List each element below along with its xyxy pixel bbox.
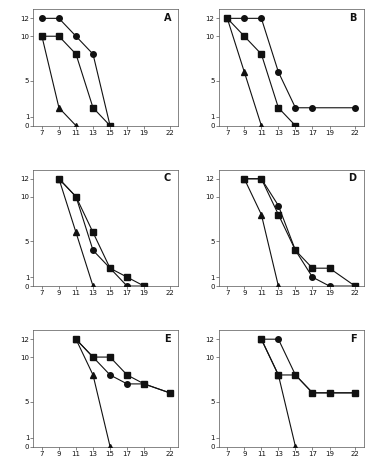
Text: D: D	[348, 173, 356, 183]
Text: A: A	[164, 13, 171, 23]
Text: B: B	[349, 13, 356, 23]
Text: E: E	[164, 334, 171, 344]
Text: F: F	[350, 334, 356, 344]
Text: C: C	[164, 173, 171, 183]
